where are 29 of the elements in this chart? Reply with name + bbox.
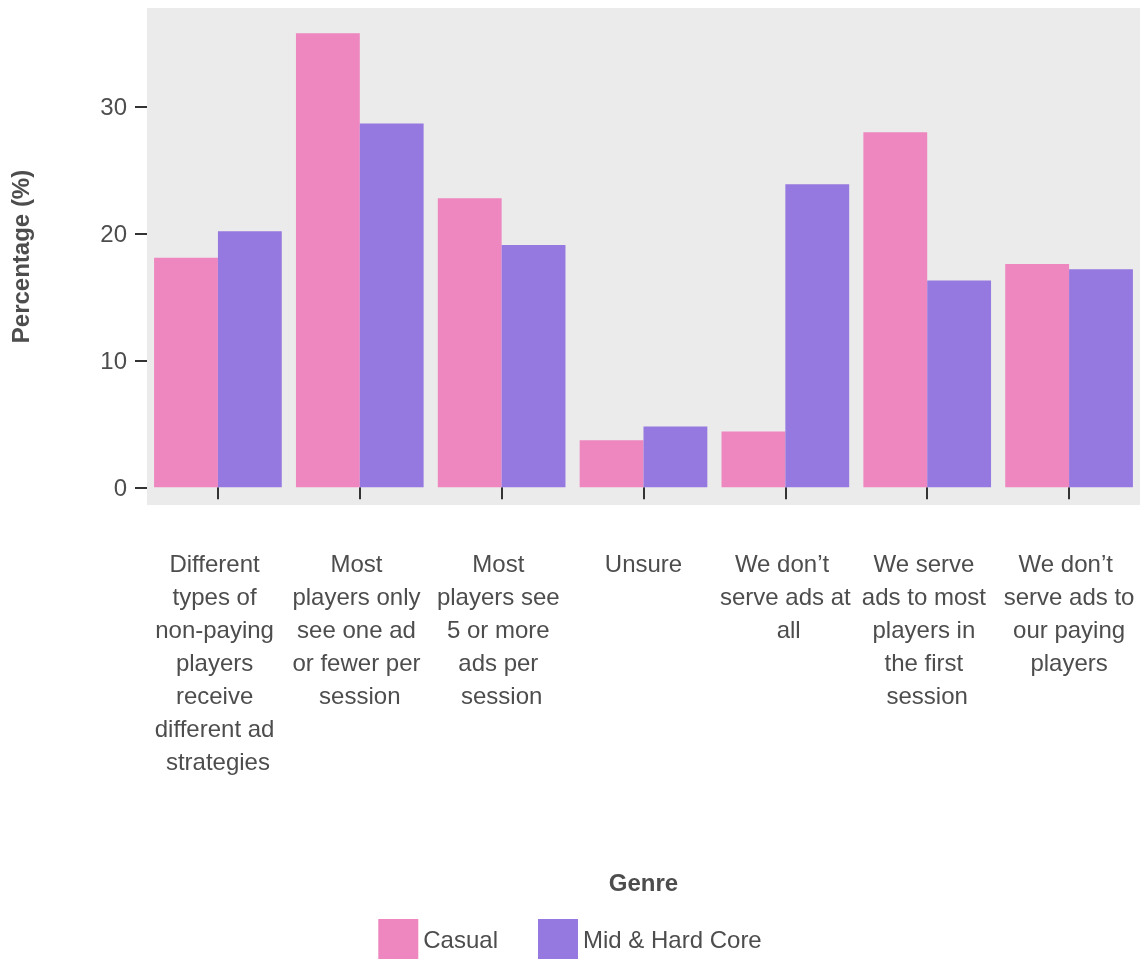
y-tick-label: 20 [100, 220, 127, 248]
bar [579, 440, 644, 488]
bar [643, 426, 708, 488]
x-tick-label: We don’t serve ads to our paying players [1003, 550, 1135, 676]
x-tick-label: Most players see 5 or more ads per session [436, 550, 567, 709]
bar [1069, 269, 1133, 488]
y-tick-label: 10 [100, 346, 127, 374]
y-tick-label: 0 [113, 473, 127, 501]
x-axis-title: Genre [608, 868, 679, 896]
bar [154, 257, 218, 488]
x-tick-label: Unsure [604, 550, 683, 577]
x-tick-label: We don’t serve ads at all [719, 550, 852, 643]
x-tick-label: We serve ads to most players in the first session [861, 550, 993, 709]
bar [437, 198, 502, 488]
x-tick-label: Most players only see one ad or fewer per session [292, 550, 428, 709]
bar [785, 184, 850, 488]
y-tick-label: 30 [100, 93, 127, 121]
legend-label: Casual [423, 925, 498, 953]
x-tick-label: Different types of non-paying players receive different ad strategies [154, 550, 282, 775]
bar [863, 132, 928, 488]
bar [721, 431, 786, 488]
bar [217, 231, 282, 488]
bar [1005, 264, 1070, 488]
bar [359, 123, 424, 488]
bar [501, 245, 566, 488]
legend-label: Mid & Hard Core [582, 925, 762, 953]
bar [927, 280, 992, 488]
bar [295, 33, 360, 488]
y-axis-title: Percentage (%) [6, 169, 34, 344]
